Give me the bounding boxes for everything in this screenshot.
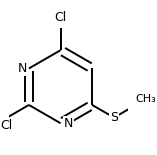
Text: S: S [110,111,118,124]
Text: N: N [17,62,27,75]
Text: Cl: Cl [1,119,13,132]
Text: CH₃: CH₃ [135,94,156,104]
Text: N: N [64,117,73,130]
Text: Cl: Cl [54,11,67,24]
